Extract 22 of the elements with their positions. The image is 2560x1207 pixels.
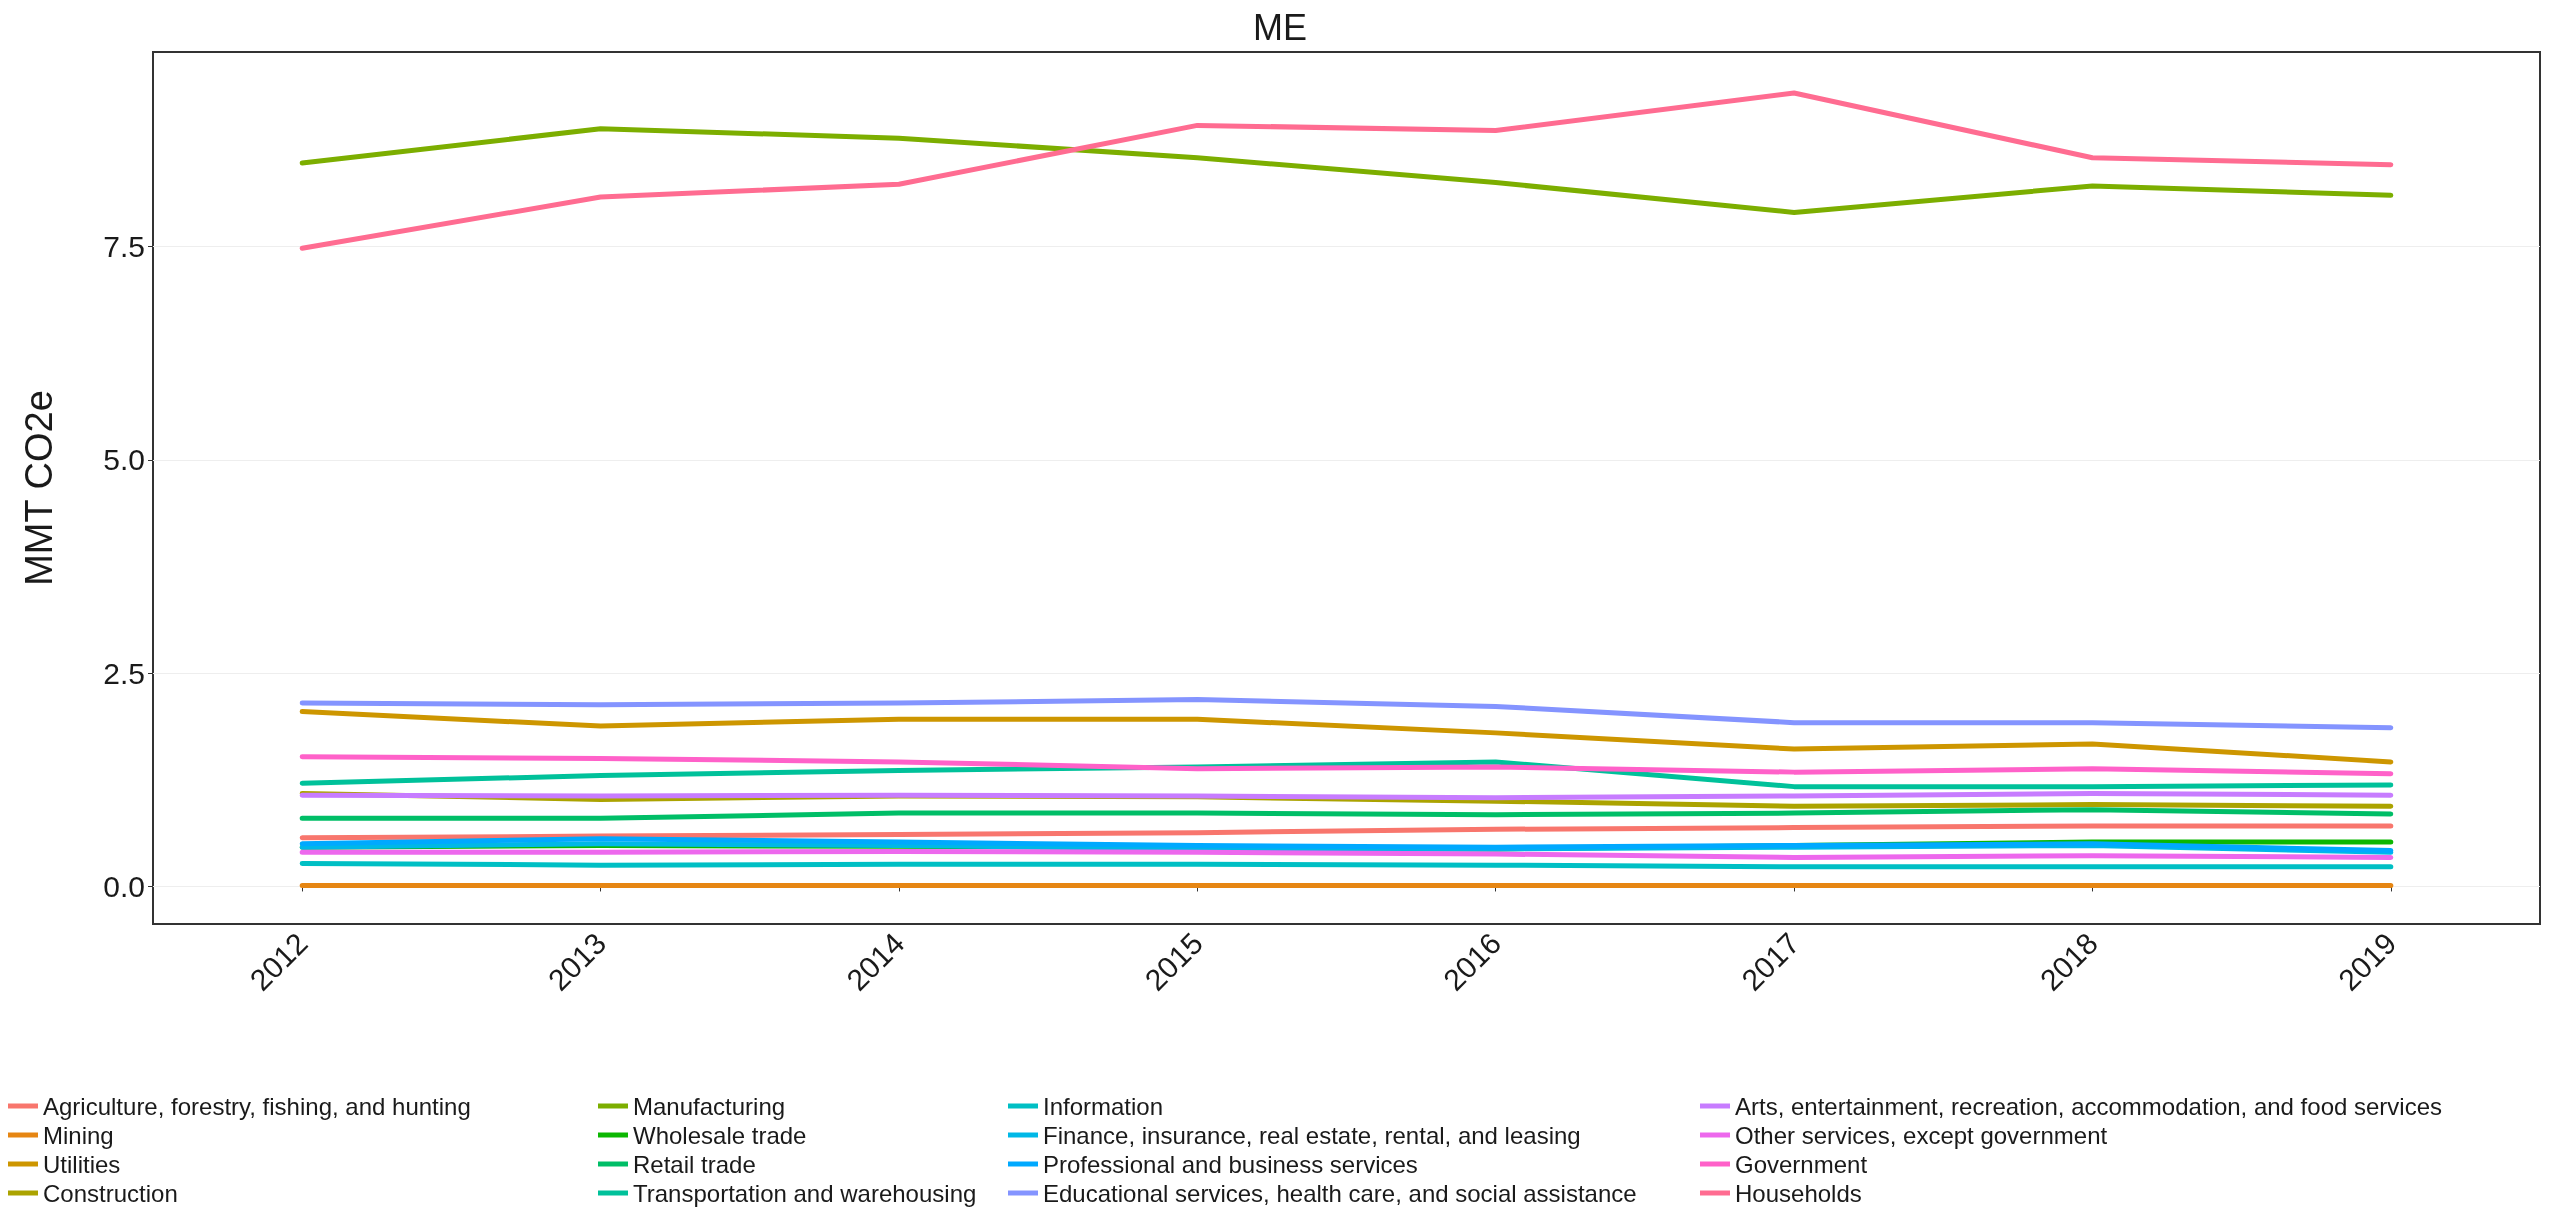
- legend-label: Construction: [43, 1179, 178, 1207]
- legend-label: Manufacturing: [633, 1092, 786, 1120]
- chart-title: ME: [1253, 6, 1307, 48]
- legend-label: Utilities: [43, 1150, 121, 1178]
- y-axis-title: MMT CO2e: [18, 390, 60, 586]
- legend-label: Retail trade: [633, 1150, 756, 1178]
- legend-label: Transportation and warehousing: [633, 1179, 977, 1207]
- legend-label: Agriculture, forestry, fishing, and hunting: [43, 1092, 471, 1120]
- legend-label: Wholesale trade: [633, 1121, 807, 1149]
- legend-label: Finance, insurance, real estate, rental, and leasing: [1043, 1121, 1581, 1149]
- legend-label: Government: [1735, 1150, 1868, 1178]
- y-tick-label: 2.5: [103, 656, 145, 690]
- legend-label: Other services, except government: [1735, 1121, 2108, 1149]
- y-tick-label: 7.5: [103, 230, 145, 264]
- y-tick-label: 0.0: [103, 869, 145, 903]
- legend-label: Households: [1735, 1179, 1862, 1207]
- legend-label: Professional and business services: [1043, 1150, 1418, 1178]
- legend-label: Mining: [43, 1121, 114, 1149]
- legend-label: Arts, entertainment, recreation, accommodation, and food services: [1735, 1092, 2443, 1120]
- legend-label: Information: [1043, 1092, 1164, 1120]
- legend-label: Educational services, health care, and social assistance: [1043, 1179, 1637, 1207]
- y-tick-label: 5.0: [103, 443, 145, 477]
